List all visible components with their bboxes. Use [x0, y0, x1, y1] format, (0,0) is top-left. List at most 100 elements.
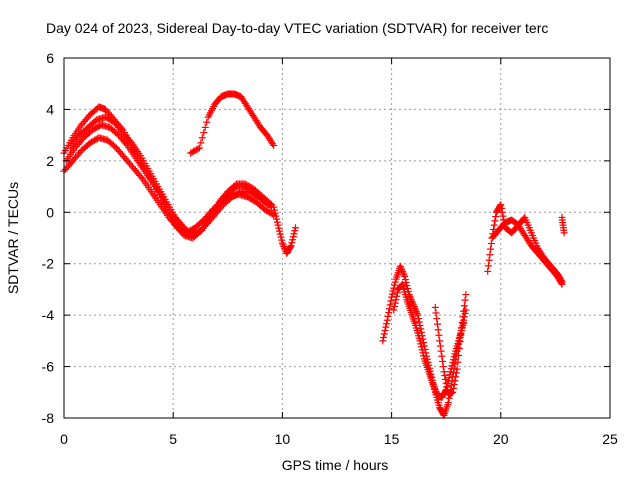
data-point: [446, 371, 454, 379]
data-point: [460, 302, 468, 310]
data-point: [398, 281, 406, 289]
series-track-f: [270, 203, 300, 257]
data-point: [385, 305, 393, 313]
data-point: [386, 301, 394, 309]
data-point: [286, 243, 294, 251]
data-point: [379, 337, 387, 345]
data-point: [137, 173, 145, 181]
data-point: [415, 318, 423, 326]
data-point: [397, 264, 405, 272]
data-point: [498, 204, 506, 212]
data-point: [400, 271, 408, 279]
data-point: [122, 140, 130, 148]
data-point: [392, 296, 400, 304]
data-point: [459, 313, 467, 321]
data-point: [277, 233, 285, 241]
data-point: [439, 357, 447, 365]
series-track-k: [488, 216, 566, 288]
data-point: [441, 372, 449, 380]
data-point: [266, 199, 274, 207]
data-point: [452, 373, 460, 381]
data-point: [201, 123, 209, 131]
data-point: [432, 387, 440, 395]
data-point: [269, 140, 277, 148]
data-point: [436, 337, 444, 345]
data-point: [431, 303, 439, 311]
y-tick-labels: -8 -6 -4 -2 0 2 4 6: [42, 50, 55, 426]
data-point: [278, 239, 286, 247]
data-point: [275, 224, 283, 232]
data-point: [382, 323, 390, 331]
data-point: [440, 368, 448, 376]
data-point: [449, 356, 457, 364]
data-point: [399, 269, 407, 277]
data-point: [273, 215, 281, 223]
data-point: [409, 301, 417, 309]
data-point: [435, 331, 443, 339]
chart-title: Day 024 of 2023, Sidereal Day-to-day VTE…: [46, 20, 548, 36]
y-tick-label: -8: [42, 410, 55, 426]
data-point: [198, 134, 206, 142]
data-point: [274, 221, 282, 229]
data-point: [448, 362, 456, 370]
x-axis-label: GPS time / hours: [282, 457, 389, 473]
data-point: [399, 267, 407, 275]
data-point: [492, 213, 500, 221]
data-point: [491, 217, 499, 225]
data-point: [291, 227, 299, 235]
data-point: [273, 218, 281, 226]
data-point: [388, 290, 396, 298]
data-point: [126, 137, 134, 145]
data-point: [444, 399, 452, 407]
data-point: [195, 144, 203, 152]
data-point: [461, 296, 469, 304]
data-point: [449, 388, 457, 396]
data-point: [436, 342, 444, 350]
series-track-e: [187, 90, 278, 157]
data-point: [197, 139, 205, 147]
data-point: [396, 262, 404, 270]
data-point: [270, 203, 278, 211]
data-point: [416, 337, 424, 345]
data-point: [288, 239, 296, 247]
data-point: [393, 289, 401, 297]
data-point: [391, 303, 399, 311]
series-track-l: [558, 213, 568, 237]
data-point: [462, 291, 470, 299]
data-point: [398, 266, 406, 274]
data-point: [279, 241, 287, 249]
data-point: [203, 118, 211, 126]
data-point: [484, 262, 492, 270]
data-point: [457, 331, 465, 339]
data-point: [420, 352, 428, 360]
data-point: [271, 209, 279, 217]
data-point: [388, 293, 396, 301]
data-point: [429, 381, 437, 389]
data-point: [455, 345, 463, 353]
x-tick-labels: 0 5 10 15 20 25: [60, 431, 618, 447]
data-point: [419, 349, 427, 357]
series-track-c: [60, 134, 278, 237]
data-point: [438, 352, 446, 360]
grid-lines: [64, 58, 610, 418]
x-tick-label: 15: [384, 431, 400, 447]
y-tick-label: -2: [42, 256, 55, 272]
data-point: [289, 236, 297, 244]
y-tick-label: -6: [42, 359, 55, 375]
data-point: [383, 316, 391, 324]
data-point: [450, 353, 458, 361]
data-point: [487, 240, 495, 248]
data-point: [418, 346, 426, 354]
data-point: [449, 384, 457, 392]
data-point: [413, 309, 421, 317]
data-point: [433, 320, 441, 328]
data-point: [200, 129, 208, 137]
data-point: [385, 309, 393, 317]
data-point: [430, 382, 438, 390]
data-point: [407, 294, 415, 302]
data-point: [389, 287, 397, 295]
data-point: [270, 206, 278, 214]
data-point: [272, 212, 280, 220]
